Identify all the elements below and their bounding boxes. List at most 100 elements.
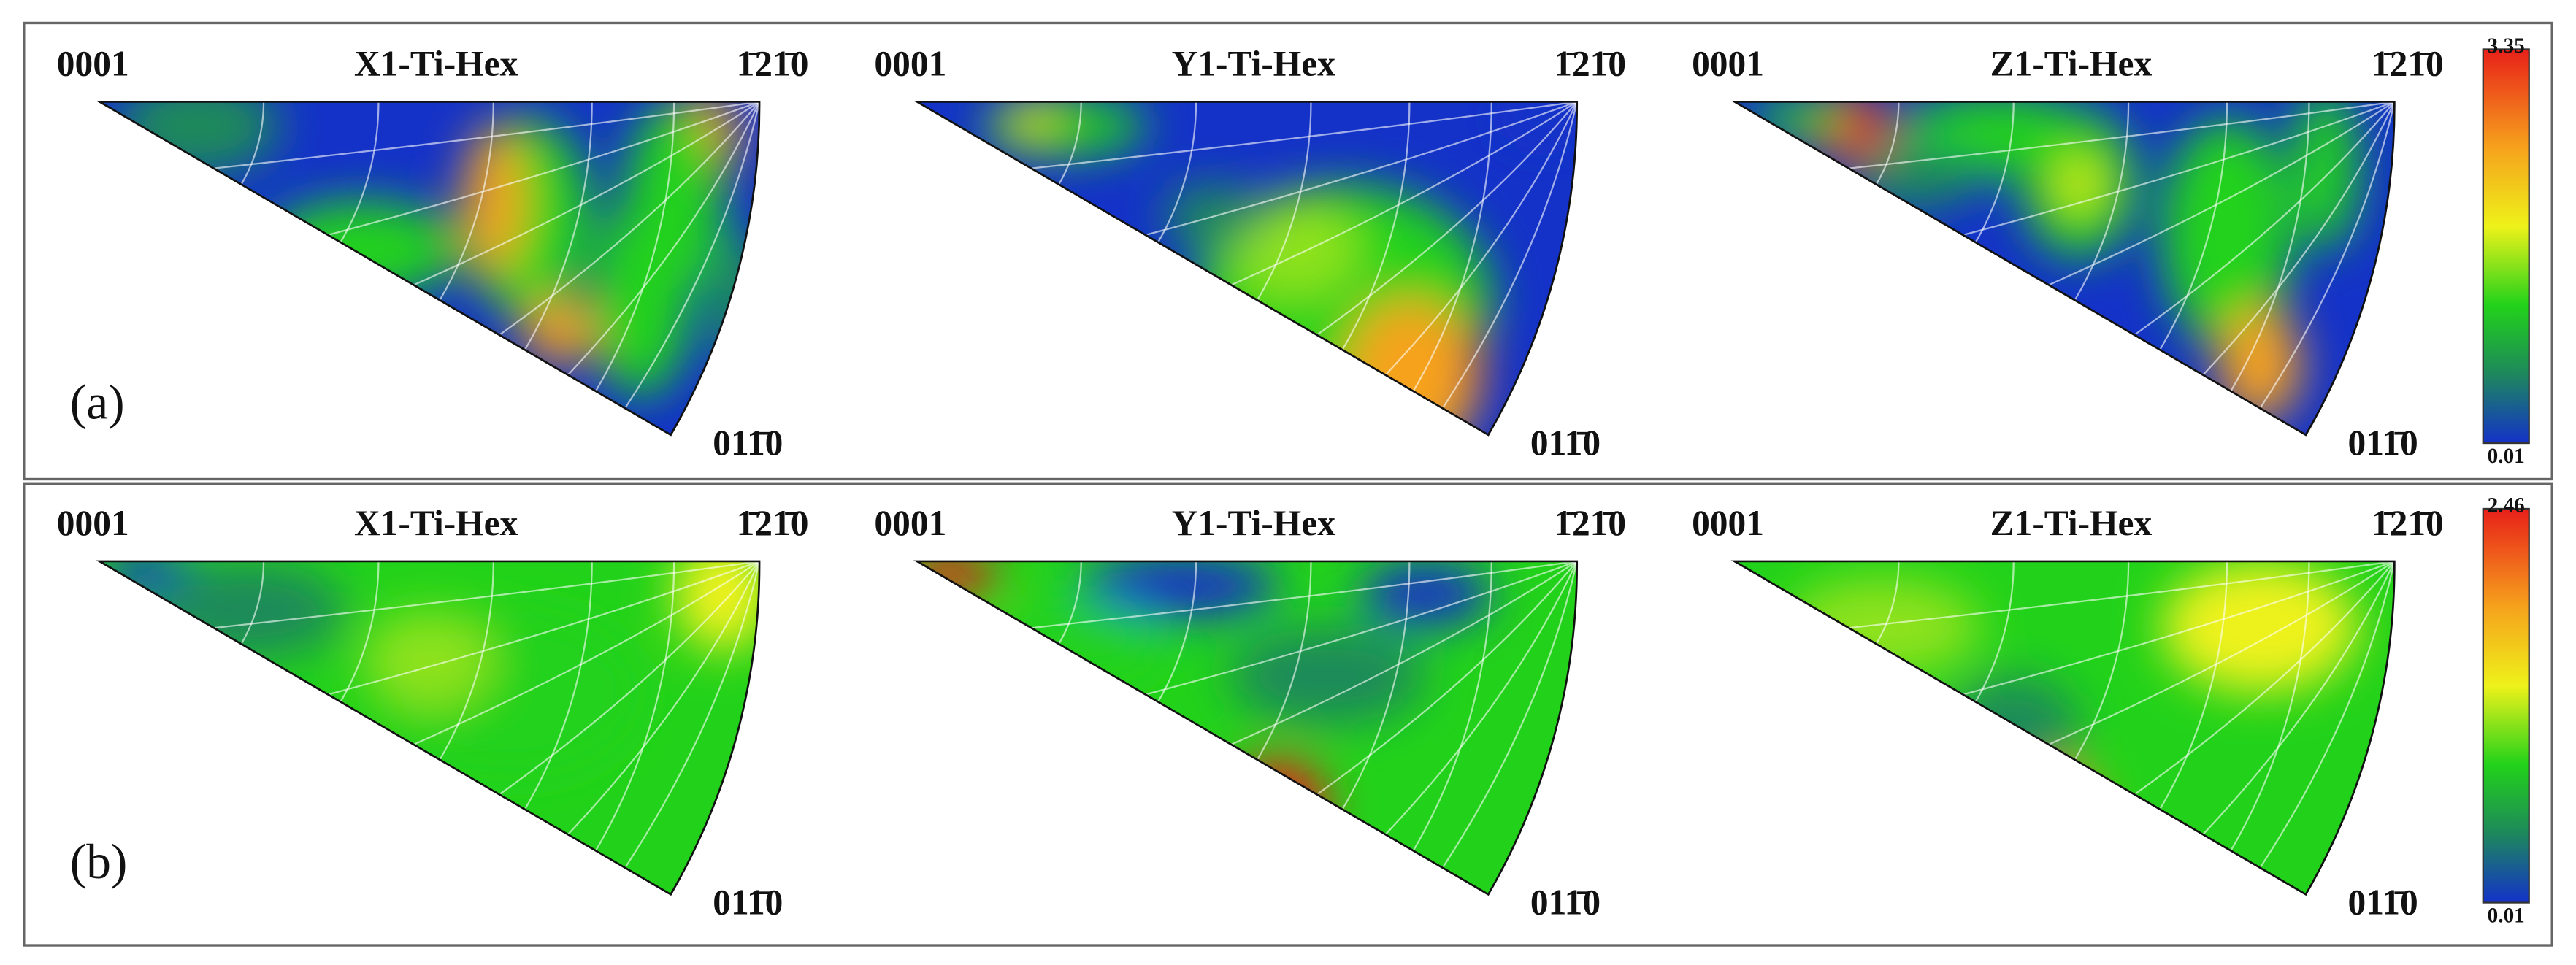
pole-figure: 0001 X1-Ti-Hex 1̄21̄0 011̄0 — [57, 503, 809, 922]
panel-title: X1-Ti-Hex — [354, 503, 518, 543]
grid-arc — [524, 561, 593, 810]
grid — [1848, 101, 2395, 409]
grid-arc — [1341, 561, 1411, 810]
grid-arc — [1058, 101, 1082, 185]
heat-blob — [2292, 101, 2358, 250]
wedge-outline — [96, 101, 761, 437]
heat-blob — [1849, 142, 1981, 209]
colorbar — [2482, 507, 2530, 904]
corner-label: 011̄0 — [2348, 423, 2418, 463]
grid-arc — [594, 101, 675, 392]
row-label: (a) — [70, 374, 125, 429]
heat-blob — [1229, 626, 1426, 726]
heat-blob — [1751, 101, 1849, 138]
grid-arc — [1974, 101, 2015, 243]
heatmap — [99, 561, 760, 895]
grid-meridian — [624, 561, 760, 869]
grid-meridian — [327, 561, 760, 696]
grid-arc — [524, 101, 593, 350]
heat-blob — [999, 602, 1164, 685]
heatmap — [1734, 101, 2395, 435]
grid-meridian — [1031, 561, 1577, 629]
heat-blob — [2059, 159, 2099, 209]
grid-arc — [1257, 101, 1312, 301]
grid — [1031, 101, 1577, 409]
grid-arc — [2230, 101, 2310, 392]
grid-meridian — [567, 561, 760, 835]
pole-figure: 0001 Y1-Ti-Hex 1̄21̄0 011̄0 — [874, 503, 1626, 922]
grid-meridian — [567, 101, 760, 376]
row-frame — [23, 21, 2553, 481]
grid-meridian — [1031, 101, 1577, 169]
wedge-outline — [1730, 560, 2396, 896]
grid-meridian — [327, 101, 760, 237]
grid-meridian — [2048, 561, 2395, 745]
heat-blob — [1081, 561, 1279, 619]
corner-label: 011̄0 — [1530, 882, 1601, 922]
colorbar-max: 3.35 — [2488, 34, 2525, 58]
corner-label: 1̄21̄0 — [2372, 503, 2444, 543]
grid-meridian — [1441, 101, 1577, 409]
grid-arc — [439, 101, 494, 301]
colorbar — [2482, 48, 2530, 445]
heat-blob — [982, 101, 1147, 156]
grid-arc — [1412, 101, 1492, 392]
wedge-outline — [1730, 101, 2396, 437]
corner-label: 011̄0 — [1530, 423, 1601, 463]
wedge-outline — [913, 101, 1579, 437]
grid — [213, 561, 760, 869]
corner-label: 1̄21̄0 — [1554, 43, 1626, 83]
grid — [213, 101, 760, 409]
grid-meridian — [1441, 561, 1577, 869]
wedge-outline — [913, 560, 1579, 896]
panel-title: X1-Ti-Hex — [354, 43, 518, 83]
heat-blob — [1360, 561, 1492, 627]
heat-blob — [1008, 104, 1055, 138]
grid-meridian — [413, 561, 760, 745]
grid-arc — [594, 561, 675, 851]
corner-label: 1̄21̄0 — [737, 43, 809, 83]
panel-title: Z1-Ti-Hex — [1990, 43, 2153, 83]
panel-title: Z1-Ti-Hex — [1990, 503, 2153, 543]
grid-arc — [2074, 101, 2130, 301]
panel-title: Y1-Ti-Hex — [1172, 43, 1336, 83]
corner-label: 0001 — [57, 43, 129, 83]
grid-meridian — [1384, 561, 1577, 835]
grid-arc — [1412, 561, 1492, 851]
heat-blob — [1500, 101, 1577, 143]
grid-arc — [1157, 561, 1197, 703]
heat-blob — [523, 299, 596, 365]
corner-label: 0001 — [1692, 43, 1764, 83]
grid-meridian — [1316, 101, 1577, 336]
grid-arc — [1157, 101, 1197, 243]
grid-arc — [1875, 561, 1900, 645]
grid-arc — [240, 561, 265, 645]
grid-meridian — [499, 561, 760, 796]
panel-title: Y1-Ti-Hex — [1172, 503, 1336, 543]
corner-label: 0001 — [1692, 503, 1764, 543]
corner-label: 011̄0 — [713, 882, 783, 922]
corner-label: 0001 — [874, 43, 946, 83]
pole-figure: 0001 Z1-Ti-Hex 1̄21̄0 011̄0 — [1692, 43, 2444, 463]
grid-arc — [1875, 101, 1900, 185]
row-label: (b) — [70, 834, 128, 889]
content: (a) 0001 X1-Ti-Hex 1̄21̄0 011̄0 0001 Y1-Ti-Hex… — [57, 34, 2530, 928]
heat-blob — [624, 101, 724, 299]
heat-blob — [1229, 200, 1360, 299]
grid-meridian — [213, 561, 760, 629]
grid-meridian — [2134, 561, 2395, 796]
wedge-outline — [96, 560, 761, 896]
corner-label: 011̄0 — [713, 423, 783, 463]
corner-label: 0001 — [57, 503, 129, 543]
heat-blob — [148, 561, 346, 660]
heat-blob — [1343, 299, 1476, 435]
grid-meridian — [624, 101, 760, 409]
grid-meridian — [1145, 101, 1577, 237]
heat-blob — [2161, 561, 2358, 693]
grid-meridian — [2134, 101, 2395, 336]
heat-blob — [464, 126, 524, 274]
grid-arc — [2230, 561, 2310, 851]
grid-arc — [1974, 561, 2015, 703]
corner-label: 1̄21̄0 — [737, 503, 809, 543]
